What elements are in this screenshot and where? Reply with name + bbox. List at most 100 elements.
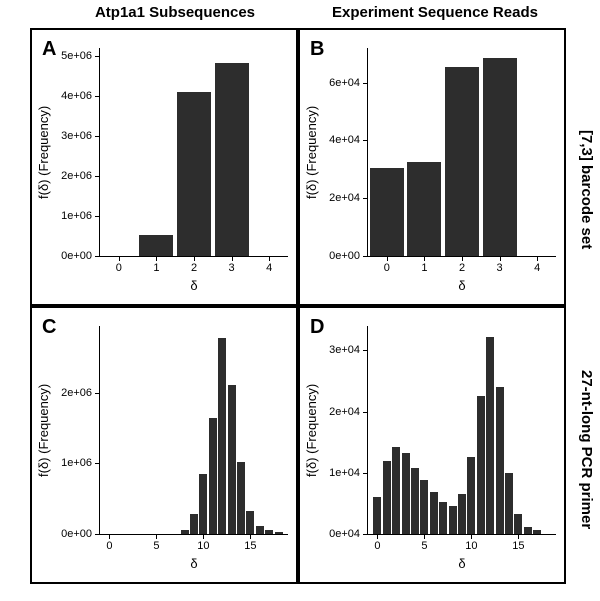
y-tick [95,216,100,217]
plot-area-A: 012340e+001e+062e+063e+064e+065e+06δf(δ)… [100,48,288,256]
bar [402,453,410,534]
bar [392,447,400,534]
y-tick [363,198,368,199]
bar [467,457,475,534]
bar [483,58,517,256]
bar [218,338,226,534]
y-axis-label: f(δ) (Frequency) [304,326,319,534]
x-tick [462,256,463,261]
x-tick [156,534,157,539]
bar [237,462,245,534]
bar [449,506,457,534]
bar [411,468,419,534]
x-axis-label: δ [368,278,556,293]
bar [256,526,264,534]
panel-C: C0510150e+001e+062e+06δf(δ) (Frequency) [30,306,298,584]
bar [228,385,236,534]
bar [458,494,466,534]
x-tick-label: 0 [109,262,129,274]
y-tick [363,256,368,257]
x-tick [387,256,388,261]
bar [383,461,391,534]
y-tick [95,393,100,394]
y-tick [95,56,100,57]
plot-area-B: 012340e+002e+044e+046e+04δf(δ) (Frequenc… [368,48,556,256]
x-tick [156,256,157,261]
x-tick-label: 10 [193,540,213,552]
y-axis-label: f(δ) (Frequency) [36,48,51,256]
x-axis-label: δ [368,556,556,571]
panel-D: D0510150e+041e+042e+043e+04δf(δ) (Freque… [298,306,566,584]
x-tick [203,534,204,539]
x-tick [232,256,233,261]
bar [477,396,485,534]
x-tick-label: 1 [146,262,166,274]
x-tick [424,534,425,539]
y-tick [95,136,100,137]
bar [373,497,381,534]
y-tick [95,534,100,535]
y-tick [363,412,368,413]
bar [486,337,494,534]
panel-B: B012340e+002e+044e+046e+04δf(δ) (Frequen… [298,28,566,306]
y-tick [363,473,368,474]
y-tick [363,83,368,84]
x-axis-label: δ [100,278,288,293]
x-tick-label: 4 [527,262,547,274]
x-tick [518,534,519,539]
x-tick [471,534,472,539]
column-title-1: Experiment Sequence Reads [300,4,570,21]
x-tick-label: 10 [461,540,481,552]
x-tick-label: 4 [259,262,279,274]
y-axis-label: f(δ) (Frequency) [36,326,51,534]
x-tick [500,256,501,261]
bar [190,514,198,534]
x-tick-label: 0 [367,540,387,552]
x-tick [194,256,195,261]
x-tick [250,534,251,539]
y-tick [95,256,100,257]
bar [199,474,207,534]
x-tick-label: 5 [146,540,166,552]
x-tick-label: 2 [184,262,204,274]
bar [496,387,504,534]
x-tick-label: 1 [414,262,434,274]
bar [177,92,211,256]
bar [407,162,441,256]
bar [209,418,217,534]
bar [505,473,513,534]
x-tick [424,256,425,261]
row-title-1: 27-nt-long PCR primer [578,320,595,580]
row-title-0: [7,3] barcode set [578,60,595,320]
y-tick [363,350,368,351]
x-tick [119,256,120,261]
x-tick [537,256,538,261]
bar [139,235,173,256]
bar [524,527,532,534]
y-axis [367,326,368,534]
x-tick-label: 3 [222,262,242,274]
y-tick [95,463,100,464]
bar [439,502,447,534]
x-tick-label: 3 [490,262,510,274]
plot-area-C: 0510150e+001e+062e+06δf(δ) (Frequency) [100,326,288,534]
panel-A: A012340e+001e+062e+063e+064e+065e+06δf(δ… [30,28,298,306]
y-tick [95,176,100,177]
bar [370,168,404,256]
x-tick [377,534,378,539]
x-tick-label: 0 [377,262,397,274]
bar [430,492,438,534]
x-axis [100,534,288,535]
y-axis [367,48,368,256]
x-tick [109,534,110,539]
x-tick-label: 15 [240,540,260,552]
x-tick-label: 2 [452,262,472,274]
bar [445,67,479,256]
x-tick [269,256,270,261]
x-tick-label: 5 [414,540,434,552]
bar [514,514,522,534]
x-axis-label: δ [100,556,288,571]
column-title-0: Atp1a1 Subsequences [55,4,295,21]
x-tick-label: 0 [99,540,119,552]
x-axis [368,534,556,535]
